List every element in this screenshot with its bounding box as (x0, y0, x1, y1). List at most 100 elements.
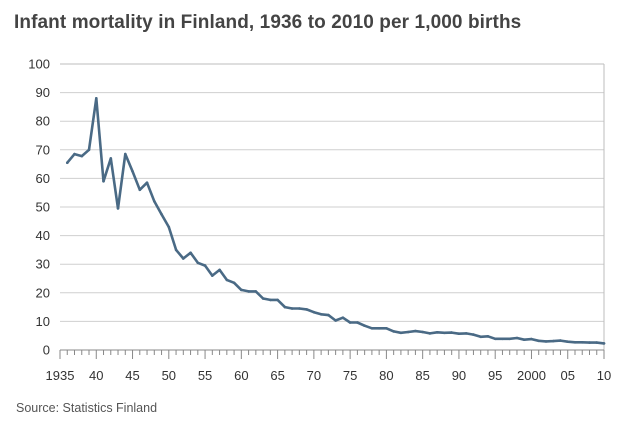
data-point (501, 337, 504, 341)
data-point (435, 331, 439, 334)
data-point (602, 342, 606, 345)
series-layer (66, 97, 606, 345)
data-point (595, 341, 598, 344)
data-point (443, 331, 446, 335)
data-point (145, 181, 149, 184)
y-tick-label: 70 (36, 142, 50, 157)
data-point (363, 324, 366, 328)
data-point (261, 297, 265, 300)
data-point (551, 339, 555, 343)
x-axis-ticks (59, 350, 605, 359)
x-tick-label: 45 (125, 368, 139, 383)
x-tick-label: 1935 (46, 368, 75, 383)
data-point (240, 288, 243, 292)
data-point (174, 248, 178, 252)
data-point (73, 152, 76, 156)
data-point (392, 330, 396, 333)
x-tick-label: 2000 (517, 368, 546, 383)
data-point (406, 330, 410, 334)
data-point (160, 212, 163, 216)
data-point (356, 321, 359, 324)
data-point (269, 298, 272, 302)
data-point (515, 336, 519, 340)
data-point (138, 188, 142, 192)
data-point (580, 341, 584, 344)
x-tick-label: 10 (597, 368, 611, 383)
data-point (559, 339, 562, 342)
y-tick-label: 20 (36, 285, 50, 300)
data-point (348, 321, 352, 324)
data-point (566, 340, 569, 344)
x-tick-label: 50 (162, 368, 176, 383)
data-point (414, 329, 417, 333)
gridlines (60, 63, 605, 350)
data-point (290, 307, 294, 310)
data-point (87, 148, 91, 152)
data-point (573, 341, 577, 344)
data-point (457, 332, 461, 336)
data-point (341, 316, 345, 320)
data-point (327, 313, 330, 317)
chart-title: Infant mortality in Finland, 1936 to 201… (14, 12, 522, 33)
x-tick-label: 90 (452, 368, 466, 383)
data-point (334, 319, 337, 322)
data-point (189, 251, 192, 255)
data-point (472, 333, 475, 336)
data-point (428, 332, 432, 335)
data-point (283, 305, 287, 309)
data-point (319, 313, 323, 316)
data-point (254, 290, 258, 293)
data-point (522, 338, 526, 342)
series-line-0 (66, 97, 606, 345)
y-tick-label: 90 (36, 85, 50, 100)
data-point (124, 152, 127, 156)
source-note: Source: Statistics Finland (16, 401, 158, 415)
x-tick-label: 05 (560, 368, 574, 383)
data-point (153, 200, 156, 203)
data-point (182, 257, 185, 260)
data-point (479, 335, 483, 339)
y-tick-label: 50 (36, 200, 50, 215)
data-point (109, 157, 113, 160)
data-point (218, 268, 221, 272)
data-point (385, 327, 388, 330)
x-tick-label: 65 (270, 368, 284, 383)
y-tick-label: 80 (36, 114, 50, 129)
data-point (276, 298, 279, 302)
data-point (116, 207, 120, 210)
data-point (464, 332, 468, 335)
x-tick-label: 40 (89, 368, 103, 383)
data-point (537, 339, 540, 343)
y-tick-label: 10 (36, 314, 50, 329)
data-point (95, 97, 98, 100)
data-point (167, 225, 171, 229)
x-tick-label: 80 (379, 368, 393, 383)
data-point (450, 331, 454, 334)
x-tick-label: 70 (307, 368, 321, 383)
data-point (80, 154, 84, 158)
data-point (588, 341, 591, 344)
x-tick-label: 55 (198, 368, 212, 383)
y-tick-label: 100 (28, 57, 50, 72)
data-point (131, 170, 134, 173)
data-point (102, 180, 105, 183)
data-point (305, 308, 308, 311)
data-point (298, 307, 301, 310)
data-point (370, 327, 374, 330)
data-point (196, 261, 200, 265)
data-point (493, 337, 497, 341)
x-tick-label: 95 (488, 368, 502, 383)
data-point (232, 281, 236, 285)
data-point (530, 337, 533, 341)
data-point (544, 340, 548, 343)
data-point (66, 161, 69, 164)
data-point (211, 274, 214, 277)
data-point (247, 290, 250, 293)
x-tick-label: 85 (415, 368, 429, 383)
y-tick-label: 60 (36, 171, 50, 186)
data-point (203, 264, 207, 267)
y-tick-label: 30 (36, 257, 50, 272)
data-point (421, 330, 425, 334)
y-tick-label: 0 (43, 343, 50, 358)
